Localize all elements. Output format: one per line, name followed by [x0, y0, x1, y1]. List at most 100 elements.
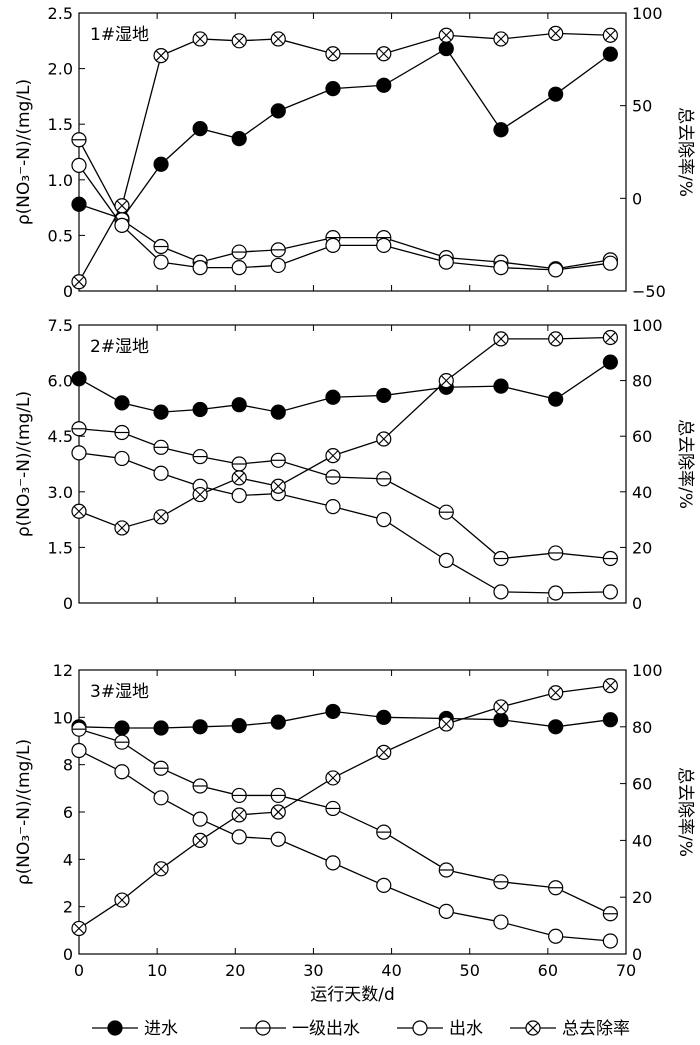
data-point — [71, 445, 87, 461]
data-point — [153, 238, 169, 255]
data-point — [71, 196, 87, 212]
data-point — [153, 720, 169, 736]
data-point — [325, 389, 341, 405]
legend-label: 进水 — [144, 1019, 178, 1039]
data-point — [376, 744, 392, 760]
y-tick-label: 10 — [53, 708, 73, 727]
y-tick-label: 12 — [53, 661, 73, 680]
data-point — [438, 903, 454, 920]
data-point — [270, 31, 286, 47]
data-point — [602, 584, 618, 600]
data-point — [192, 486, 208, 503]
y-tick-label: 3.0 — [48, 483, 73, 502]
x-tick-label: 20 — [225, 961, 245, 980]
series-1 — [71, 40, 618, 227]
x-tick-label: 60 — [538, 961, 558, 980]
plot-frame — [78, 669, 627, 955]
data-point — [153, 254, 169, 270]
y2-tick-label: 50 — [632, 97, 652, 116]
data-point — [270, 103, 286, 119]
data-point — [376, 387, 392, 404]
data-point — [493, 378, 509, 394]
data-point — [114, 520, 130, 536]
data-point — [231, 397, 247, 413]
data-point — [438, 27, 454, 43]
data-point — [548, 719, 564, 735]
data-point — [71, 742, 87, 759]
series-line — [78, 728, 611, 915]
x-tick-label: 0 — [74, 961, 84, 980]
series-3 — [71, 445, 618, 601]
data-point — [325, 703, 341, 720]
series-2 — [71, 721, 618, 922]
data-point — [270, 257, 286, 274]
y-tick-label: 6.0 — [48, 372, 73, 391]
y2-tick-label: −50 — [632, 282, 666, 301]
data-point — [376, 431, 392, 447]
data-point — [376, 877, 392, 893]
series-line — [78, 336, 611, 529]
data-point — [548, 25, 564, 41]
x-tick-label: 70 — [616, 961, 636, 980]
data-point — [376, 824, 392, 840]
data-point — [325, 237, 341, 254]
data-point — [270, 831, 286, 847]
data-point — [231, 470, 247, 486]
data-point — [548, 928, 564, 944]
data-point — [114, 720, 130, 736]
data-point — [493, 331, 509, 347]
y-axis-title: ρ(NO₃⁻-N)/(mg/L) — [14, 739, 34, 885]
data-point — [493, 914, 509, 930]
data-point — [71, 274, 87, 290]
data-point — [114, 217, 130, 233]
data-point — [493, 874, 509, 890]
legend-label: 总去除率 — [562, 1019, 630, 1039]
data-point — [71, 920, 87, 937]
data-point — [602, 550, 618, 567]
series-1 — [71, 354, 618, 420]
legend-label: 出水 — [449, 1019, 483, 1039]
series-line — [78, 164, 611, 271]
data-point — [114, 734, 130, 750]
data-point — [231, 829, 247, 845]
data-point — [231, 487, 247, 504]
data-point — [548, 331, 564, 347]
data-point — [270, 478, 286, 494]
data-point — [602, 906, 618, 922]
data-point — [438, 504, 454, 520]
y2-axis-title: 总去除率/% — [675, 107, 695, 197]
y-tick-label: 0.5 — [48, 226, 73, 245]
y2-axis-title: 总去除率/% — [675, 419, 695, 509]
data-point — [270, 804, 286, 820]
data-point — [438, 40, 454, 57]
legend-marker — [107, 1020, 123, 1036]
y-tick-label: 2 — [63, 898, 73, 917]
series-4 — [71, 25, 618, 290]
plot-frame — [78, 324, 627, 604]
data-point — [493, 122, 509, 138]
series-line — [78, 361, 611, 413]
data-point — [438, 254, 454, 270]
series-4 — [71, 329, 618, 536]
data-point — [548, 262, 564, 278]
data-point — [114, 424, 130, 441]
data-point — [548, 685, 564, 701]
y2-tick-label: 40 — [632, 831, 652, 850]
y2-tick-label: 20 — [632, 888, 652, 907]
y-tick-label: 1.5 — [48, 115, 73, 134]
data-point — [231, 807, 247, 823]
y-tick-label: 1.0 — [48, 171, 73, 190]
data-point — [192, 811, 208, 827]
series-line — [78, 749, 611, 942]
x-tick-label: 50 — [460, 961, 480, 980]
data-point — [192, 260, 208, 276]
data-point — [114, 395, 130, 411]
data-point — [231, 33, 247, 49]
data-point — [548, 545, 564, 561]
plot-frame — [78, 12, 627, 292]
data-point — [438, 373, 454, 389]
legend-item: 一级出水 — [240, 1019, 360, 1039]
data-point — [325, 770, 341, 786]
data-point — [192, 121, 208, 137]
data-point — [231, 131, 247, 147]
